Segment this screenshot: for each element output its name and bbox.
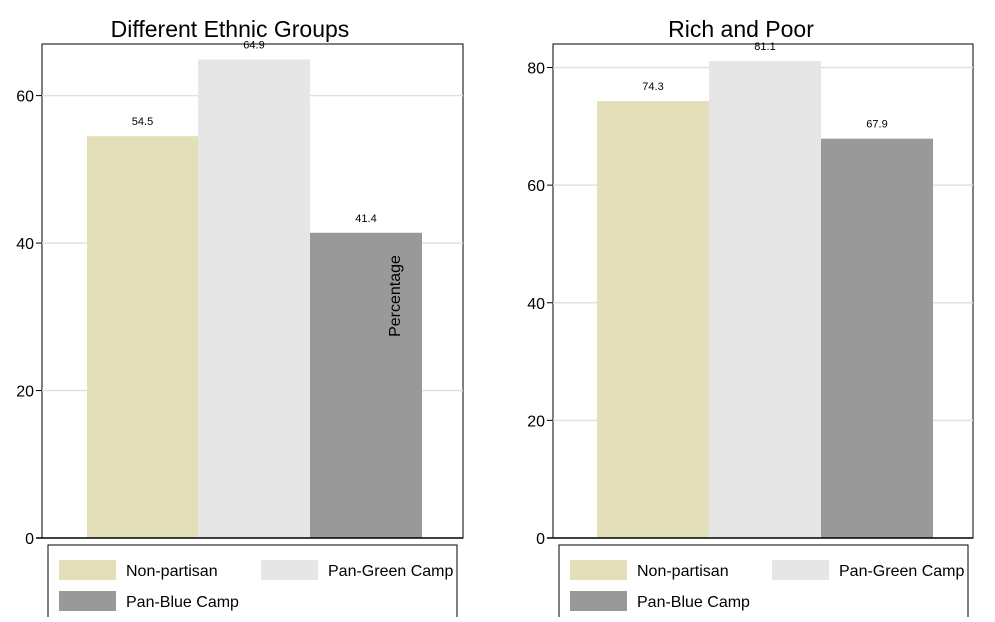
y-tick-label: 60 bbox=[527, 178, 545, 195]
legend-swatch bbox=[570, 560, 627, 580]
legend-label: Non-partisan bbox=[126, 563, 218, 580]
legend-label: Non-partisan bbox=[637, 563, 729, 580]
y-tick-label: 0 bbox=[536, 531, 545, 548]
bar-pan-blue-camp bbox=[310, 232, 422, 538]
bar-value-label: 81.1 bbox=[754, 41, 775, 53]
y-tick-label: 40 bbox=[16, 236, 34, 253]
legend-box bbox=[558, 544, 969, 617]
y-tick-label: 20 bbox=[16, 384, 34, 401]
bar-value-label: 67.9 bbox=[866, 119, 887, 131]
y-tick-label: 60 bbox=[16, 89, 34, 106]
bar-non-partisan bbox=[597, 101, 709, 539]
legend-label: Pan-Green Camp bbox=[328, 563, 453, 580]
bar-value-label: 74.3 bbox=[642, 81, 663, 93]
legend-swatch bbox=[59, 591, 116, 611]
bar-non-partisan bbox=[87, 136, 198, 538]
bar-pan-green-camp bbox=[198, 59, 310, 538]
legend-swatch bbox=[261, 560, 318, 580]
y-tick-label: 40 bbox=[527, 296, 545, 313]
legend-item: Pan-Green Camp bbox=[772, 560, 964, 580]
y-tick-label: 0 bbox=[25, 531, 34, 548]
legend-swatch bbox=[772, 560, 829, 580]
y-axis-label: Percentage bbox=[387, 255, 404, 337]
legend-item: Non-partisan bbox=[570, 560, 729, 580]
legend-label: Pan-Blue Camp bbox=[126, 594, 239, 611]
legend-label: Pan-Green Camp bbox=[839, 563, 964, 580]
legend-item: Pan-Blue Camp bbox=[59, 591, 239, 611]
chart-panel-1: 0 20 40 60 54.5 64.9 41.4 Different Ethnic Grou… bbox=[16, 16, 464, 617]
legend-item: Non-partisan bbox=[59, 560, 218, 580]
bar-pan-blue-camp bbox=[821, 138, 933, 538]
bar-value-label: 41.4 bbox=[355, 213, 376, 225]
chart-title: Rich and Poor bbox=[668, 16, 814, 42]
chart-panel-2: 0 20 40 60 80 74.3 81.1 67.9 Rich and Poor Non-pa… bbox=[527, 16, 974, 617]
legend-item: Pan-Blue Camp bbox=[570, 591, 750, 611]
legend-swatch bbox=[570, 591, 627, 611]
bar-value-label: 54.5 bbox=[132, 116, 153, 128]
chart-title: Different Ethnic Groups bbox=[111, 16, 350, 42]
legend-swatch bbox=[59, 560, 116, 580]
legend-label: Pan-Blue Camp bbox=[637, 594, 750, 611]
bar-pan-green-camp bbox=[709, 61, 821, 539]
bar-value-label: 64.9 bbox=[243, 39, 264, 51]
y-tick-label: 80 bbox=[527, 61, 545, 78]
legend-item: Pan-Green Camp bbox=[261, 560, 453, 580]
legend-box bbox=[47, 544, 458, 617]
y-tick-label: 20 bbox=[527, 413, 545, 430]
